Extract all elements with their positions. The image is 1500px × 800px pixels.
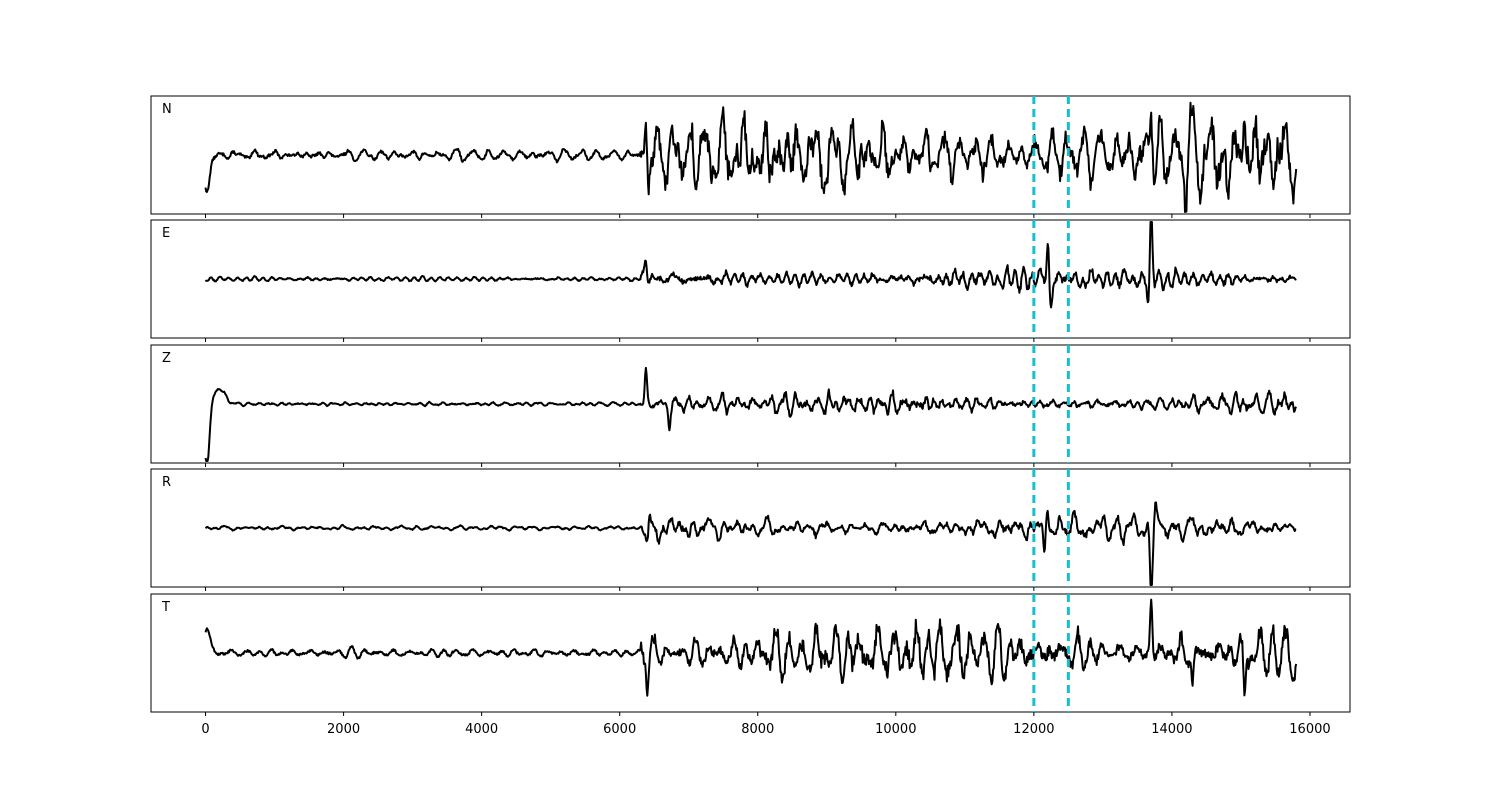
panel-label: E <box>162 226 170 241</box>
x-tick-label: 10000 <box>875 722 916 737</box>
panel-label: T <box>161 600 170 615</box>
panel-label: Z <box>162 351 171 366</box>
trace-line-r <box>204 501 1297 586</box>
panel-r: R <box>150 468 1351 591</box>
trace-line-t <box>204 598 1298 697</box>
x-tick-label: 2000 <box>327 722 360 737</box>
x-axis: 0 2000 4000 6000 8000 10000 12000 14000 16000 <box>201 722 1330 737</box>
x-tick-label: 12000 <box>1013 722 1054 737</box>
panel-label: N <box>162 102 172 117</box>
panel-label: R <box>162 475 171 490</box>
x-tick-label: 16000 <box>1289 722 1330 737</box>
trace-line-z <box>204 366 1298 462</box>
x-tick-label: 6000 <box>603 722 636 737</box>
trace-line-n <box>204 101 1298 213</box>
panel-z: Z <box>150 344 1351 467</box>
x-tick-label: 4000 <box>465 722 498 737</box>
trace-line-e <box>204 221 1297 309</box>
panel-n: N <box>150 95 1351 218</box>
x-tick-label: 0 <box>201 722 209 737</box>
panel-t: T <box>150 593 1351 716</box>
x-tick-label: 8000 <box>741 722 774 737</box>
panel-e: E <box>150 219 1351 342</box>
panels-group: N E Z R T <box>150 95 1351 716</box>
x-tick-label: 14000 <box>1151 722 1192 737</box>
